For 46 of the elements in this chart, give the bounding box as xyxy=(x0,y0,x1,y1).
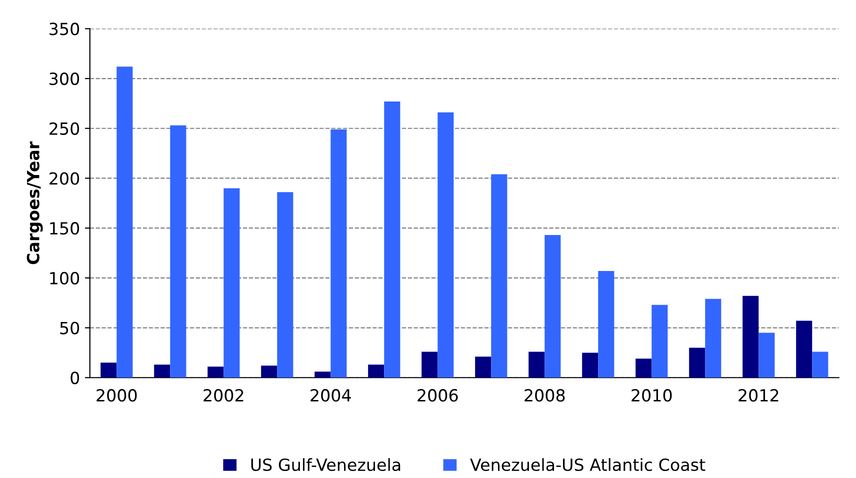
legend-label: Venezuela-US Atlantic Coast xyxy=(470,458,706,472)
x-tick-label: 2004 xyxy=(310,389,351,402)
bar xyxy=(582,352,598,378)
bar xyxy=(636,358,652,378)
y-tick-label: 100 xyxy=(50,272,80,284)
bar xyxy=(598,270,614,378)
x-tick-label: 2006 xyxy=(418,389,458,402)
bar xyxy=(116,66,133,378)
x-tick-label: 2010 xyxy=(632,389,672,402)
bar xyxy=(475,356,492,378)
y-tick-label: 150 xyxy=(50,222,80,235)
bar xyxy=(491,174,508,378)
y-tick-label: 0 xyxy=(70,372,80,384)
bar xyxy=(208,366,224,378)
bar xyxy=(330,129,347,378)
bar xyxy=(796,320,812,378)
y-tick-label: 200 xyxy=(50,172,80,185)
bar xyxy=(689,348,706,378)
bar xyxy=(705,298,722,378)
bar xyxy=(277,192,294,378)
x-tick-label: 2002 xyxy=(204,389,244,402)
y-tick-label: 350 xyxy=(50,22,80,36)
x-tick-label: 2012 xyxy=(738,389,778,402)
legend-label: US Gulf-Venezuela xyxy=(251,458,400,472)
bar xyxy=(224,188,240,378)
bar xyxy=(154,364,170,378)
bar xyxy=(758,332,775,378)
bar xyxy=(368,364,384,378)
bar xyxy=(438,112,454,378)
bar xyxy=(422,352,438,378)
bar xyxy=(170,125,186,378)
y-axis-title: Cargoes/Year xyxy=(26,141,43,264)
bar xyxy=(528,352,545,378)
bar xyxy=(544,235,561,378)
bar xyxy=(742,296,759,378)
bar xyxy=(100,362,117,378)
y-tick-label: 250 xyxy=(50,122,80,135)
y-tick-label: 300 xyxy=(50,72,80,86)
x-tick-label: 2008 xyxy=(524,389,565,402)
bar xyxy=(261,366,278,378)
bar xyxy=(652,304,668,378)
y-tick-label: 50 xyxy=(60,322,80,334)
bar xyxy=(812,352,828,378)
bar xyxy=(384,101,400,378)
bar xyxy=(314,372,331,378)
x-tick-label: 2000 xyxy=(96,389,137,402)
